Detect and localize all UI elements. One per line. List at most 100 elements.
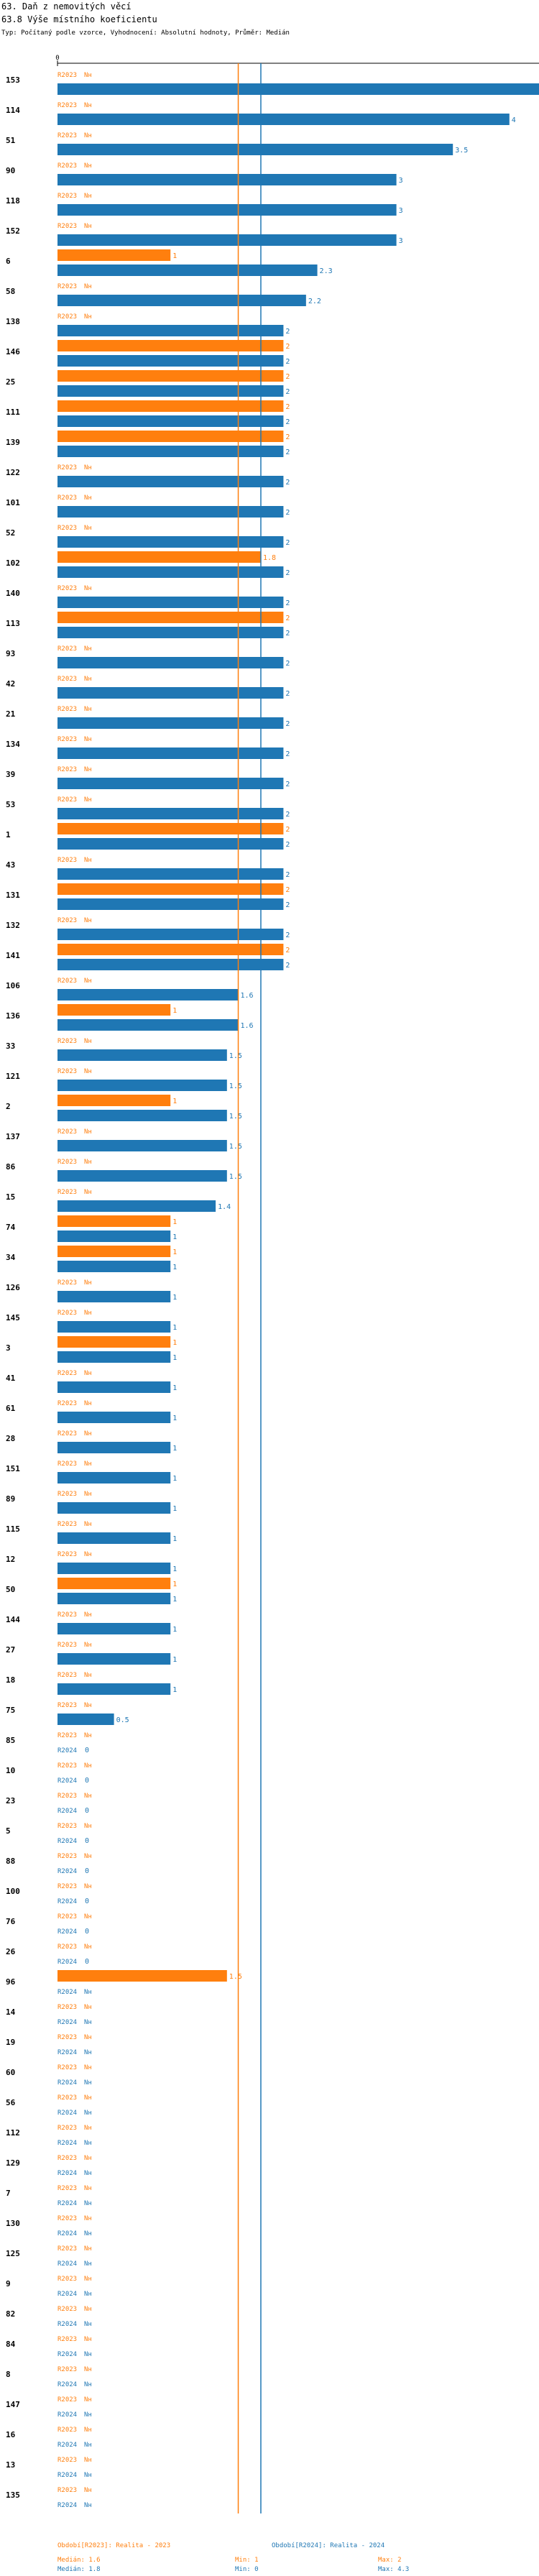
missing-value-label: Nн bbox=[84, 162, 92, 170]
series-label-r2023: R2023 bbox=[57, 2064, 77, 2071]
missing-value-label: Nн bbox=[84, 1762, 92, 1770]
bar-r2024 bbox=[57, 1170, 227, 1182]
bar-r2024 bbox=[57, 959, 284, 970]
series-label-r2023: R2023 bbox=[57, 2215, 77, 2222]
data-label-r2024: 2 bbox=[285, 660, 290, 668]
bar-r2024 bbox=[57, 778, 284, 789]
series-label-r2023: R2023 bbox=[57, 313, 77, 321]
bar-r2023 bbox=[57, 1095, 171, 1106]
category-label: 27 bbox=[6, 1645, 15, 1655]
data-label-r2024: 0 bbox=[85, 1807, 89, 1815]
bar-r2024 bbox=[57, 264, 318, 276]
category-label: 134 bbox=[6, 740, 20, 749]
missing-value-label: Nн bbox=[84, 1642, 92, 1649]
category-label: 113 bbox=[6, 619, 20, 628]
bar-r2024 bbox=[57, 1412, 171, 1423]
data-label-r2023: 1 bbox=[172, 1007, 177, 1015]
series-label-r2024: R2024 bbox=[57, 2351, 77, 2358]
category-label: 26 bbox=[6, 1947, 16, 1956]
series-label-r2024: R2024 bbox=[57, 2110, 77, 2117]
data-label-r2024: 2 bbox=[285, 781, 290, 788]
series-label-r2023: R2023 bbox=[57, 978, 77, 985]
data-label-r2023: 1 bbox=[172, 1339, 177, 1347]
bar-r2024 bbox=[57, 355, 284, 367]
bar-r2023 bbox=[57, 249, 171, 261]
missing-value-label: Nн bbox=[84, 2321, 92, 2328]
bar-r2024 bbox=[57, 1200, 216, 1212]
missing-value-label: Nн bbox=[84, 2276, 92, 2283]
category-label: 33 bbox=[6, 1041, 15, 1051]
series-label-r2023: R2023 bbox=[57, 2125, 77, 2132]
series-label-r2023: R2023 bbox=[57, 132, 77, 139]
data-label-r2024: 2 bbox=[285, 932, 290, 939]
bar-r2024 bbox=[57, 1019, 239, 1031]
bar-r2023 bbox=[57, 1970, 227, 1982]
data-label-r2024: 0 bbox=[85, 1747, 89, 1754]
category-label: 130 bbox=[6, 2219, 20, 2228]
bar-r2024 bbox=[57, 1442, 171, 1453]
series-label-r2023: R2023 bbox=[57, 2366, 77, 2373]
bar-r2024 bbox=[57, 1653, 171, 1665]
series-label-r2024: R2024 bbox=[57, 2260, 77, 2268]
bar-r2023 bbox=[57, 944, 284, 955]
category-label: 6 bbox=[6, 257, 11, 266]
category-label: 138 bbox=[6, 317, 20, 326]
missing-value-label: Nн bbox=[84, 2140, 92, 2147]
category-label: 19 bbox=[6, 2038, 15, 2047]
series-label-r2023: R2023 bbox=[57, 2457, 77, 2464]
series-label-r2023: R2023 bbox=[57, 1672, 77, 1679]
series-label-r2024: R2024 bbox=[57, 2019, 77, 2026]
missing-value-label: Nн bbox=[84, 2230, 92, 2237]
data-label-r2024: 2 bbox=[285, 569, 290, 577]
data-label-r2024: 2 bbox=[285, 750, 290, 758]
data-label-r2024: 3 bbox=[399, 177, 403, 185]
bar-r2024 bbox=[57, 234, 397, 246]
data-label-r2024: 1 bbox=[172, 1414, 177, 1422]
series-label-r2023: R2023 bbox=[57, 2306, 77, 2313]
missing-value-label: Nн bbox=[84, 2381, 92, 2388]
category-label: 101 bbox=[6, 498, 20, 507]
category-label: 96 bbox=[6, 1977, 16, 1987]
bar-r2024 bbox=[57, 385, 284, 397]
missing-value-label: Nн bbox=[84, 1551, 92, 1558]
missing-value-label: Nн bbox=[84, 2215, 92, 2222]
category-label: 34 bbox=[6, 1253, 16, 1262]
missing-value-label: Nн bbox=[84, 2426, 92, 2434]
category-label: 90 bbox=[6, 166, 15, 175]
missing-value-label: Nн bbox=[84, 2245, 92, 2253]
series-label-r2023: R2023 bbox=[57, 1642, 77, 1649]
series-label-r2023: R2023 bbox=[57, 1853, 77, 1860]
bar-r2024 bbox=[57, 808, 284, 819]
missing-value-label: Nн bbox=[84, 2487, 92, 2494]
category-label: 84 bbox=[6, 2340, 16, 2349]
bar-r2024 bbox=[57, 415, 284, 427]
bar-r2024 bbox=[57, 1080, 227, 1091]
data-label-r2024: 1.5 bbox=[229, 1143, 242, 1151]
missing-value-label: Nн bbox=[84, 2351, 92, 2358]
data-label-r2024: 2 bbox=[285, 539, 290, 547]
missing-value-label: Nн bbox=[84, 2004, 92, 2011]
data-label-r2024: 2 bbox=[285, 328, 290, 336]
data-label-r2024: 0 bbox=[85, 1898, 89, 1905]
data-label-r2023: 1 bbox=[172, 1248, 177, 1256]
data-label-r2024: 1.4 bbox=[218, 1203, 231, 1211]
bar-r2023 bbox=[57, 370, 284, 382]
data-label-r2024: 2 bbox=[285, 599, 290, 607]
data-label-r2024: 0 bbox=[85, 1867, 89, 1875]
missing-value-label: Nн bbox=[84, 706, 92, 713]
missing-value-label: Nн bbox=[84, 1128, 92, 1136]
series-label-r2024: R2024 bbox=[57, 2472, 77, 2479]
missing-value-label: Nн bbox=[84, 2291, 92, 2298]
category-label: 2 bbox=[6, 1102, 11, 1111]
missing-value-label: Nн bbox=[84, 2110, 92, 2117]
data-label-r2024: 1 bbox=[172, 1505, 177, 1513]
data-label-r2024: 1.6 bbox=[241, 1022, 254, 1030]
category-label: 56 bbox=[6, 2098, 16, 2107]
category-label: 58 bbox=[6, 287, 15, 296]
series-label-r2023: R2023 bbox=[57, 193, 77, 200]
series-label-r2023: R2023 bbox=[57, 676, 77, 683]
series-label-r2024: R2024 bbox=[57, 1989, 77, 1996]
missing-value-label: Nн bbox=[84, 2094, 92, 2102]
category-label: 15 bbox=[6, 1192, 15, 1202]
missing-value-label: Nн bbox=[84, 132, 92, 139]
